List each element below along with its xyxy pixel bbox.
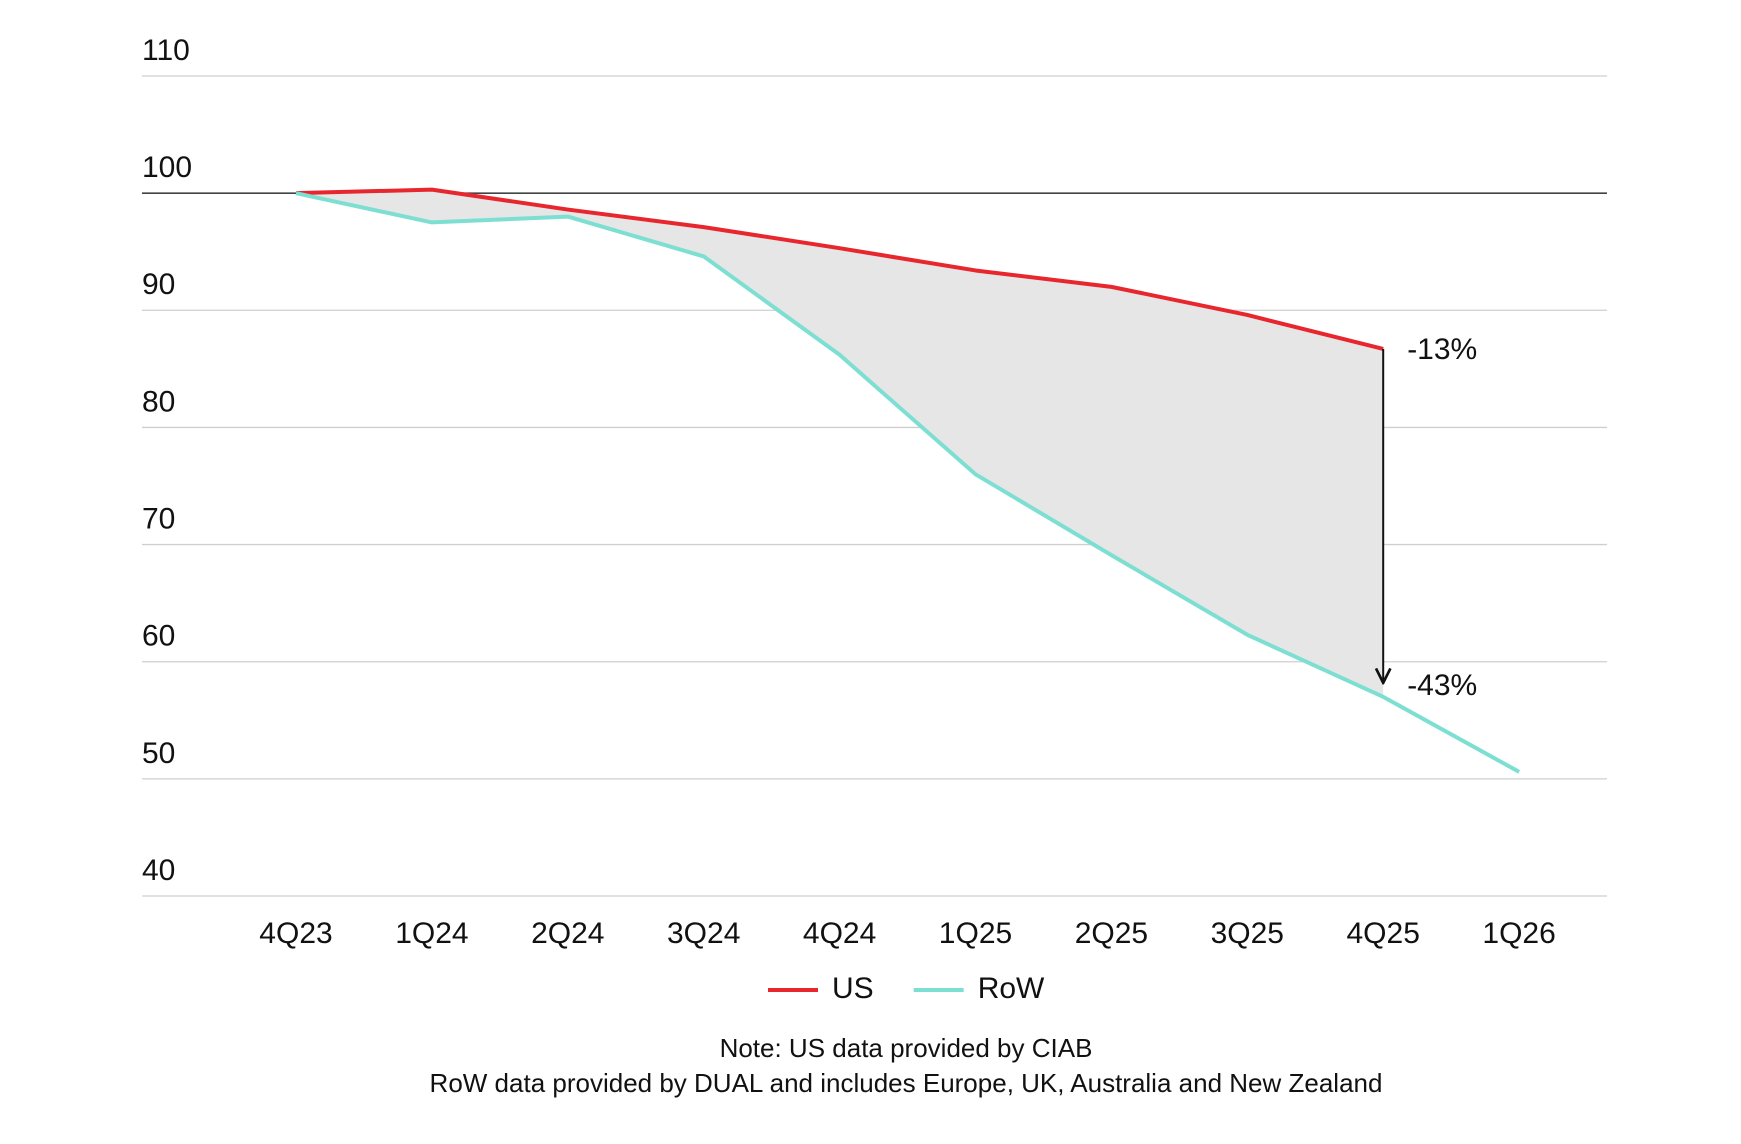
legend-label: US	[832, 972, 874, 1005]
annotation: -13%	[1407, 333, 1477, 366]
gap-area	[296, 189, 1384, 697]
x-tick-label: 2Q24	[531, 917, 604, 950]
series-line	[295, 191, 1521, 774]
x-tick-label: 4Q24	[803, 917, 876, 950]
x-tick-label: 1Q25	[939, 917, 1012, 950]
x-tick-label: 1Q26	[1482, 917, 1555, 950]
x-tick-label: 4Q25	[1347, 917, 1420, 950]
y-tick-label: 110	[142, 34, 190, 67]
x-tick-label: 3Q24	[667, 917, 740, 950]
x-tick-label: 1Q24	[395, 917, 468, 950]
series-line	[295, 187, 1384, 351]
y-tick-label: 90	[142, 268, 175, 301]
x-tick-label: 2Q25	[1075, 917, 1148, 950]
y-tick-label: 60	[142, 620, 175, 653]
x-tick-label: 3Q25	[1211, 917, 1284, 950]
y-tick-label: 100	[142, 151, 192, 184]
y-tick-label: 70	[142, 502, 175, 535]
note: Note: US data provided by CIAB	[720, 1033, 1093, 1063]
y-tick-label: 40	[142, 854, 175, 887]
x-tick-label: 4Q23	[259, 917, 332, 950]
annotation: -43%	[1407, 669, 1477, 702]
legend-label: RoW	[978, 972, 1045, 1005]
y-tick-label: 50	[142, 737, 175, 770]
note: RoW data provided by DUAL and includes E…	[430, 1068, 1383, 1098]
y-tick-label: 80	[142, 385, 175, 418]
